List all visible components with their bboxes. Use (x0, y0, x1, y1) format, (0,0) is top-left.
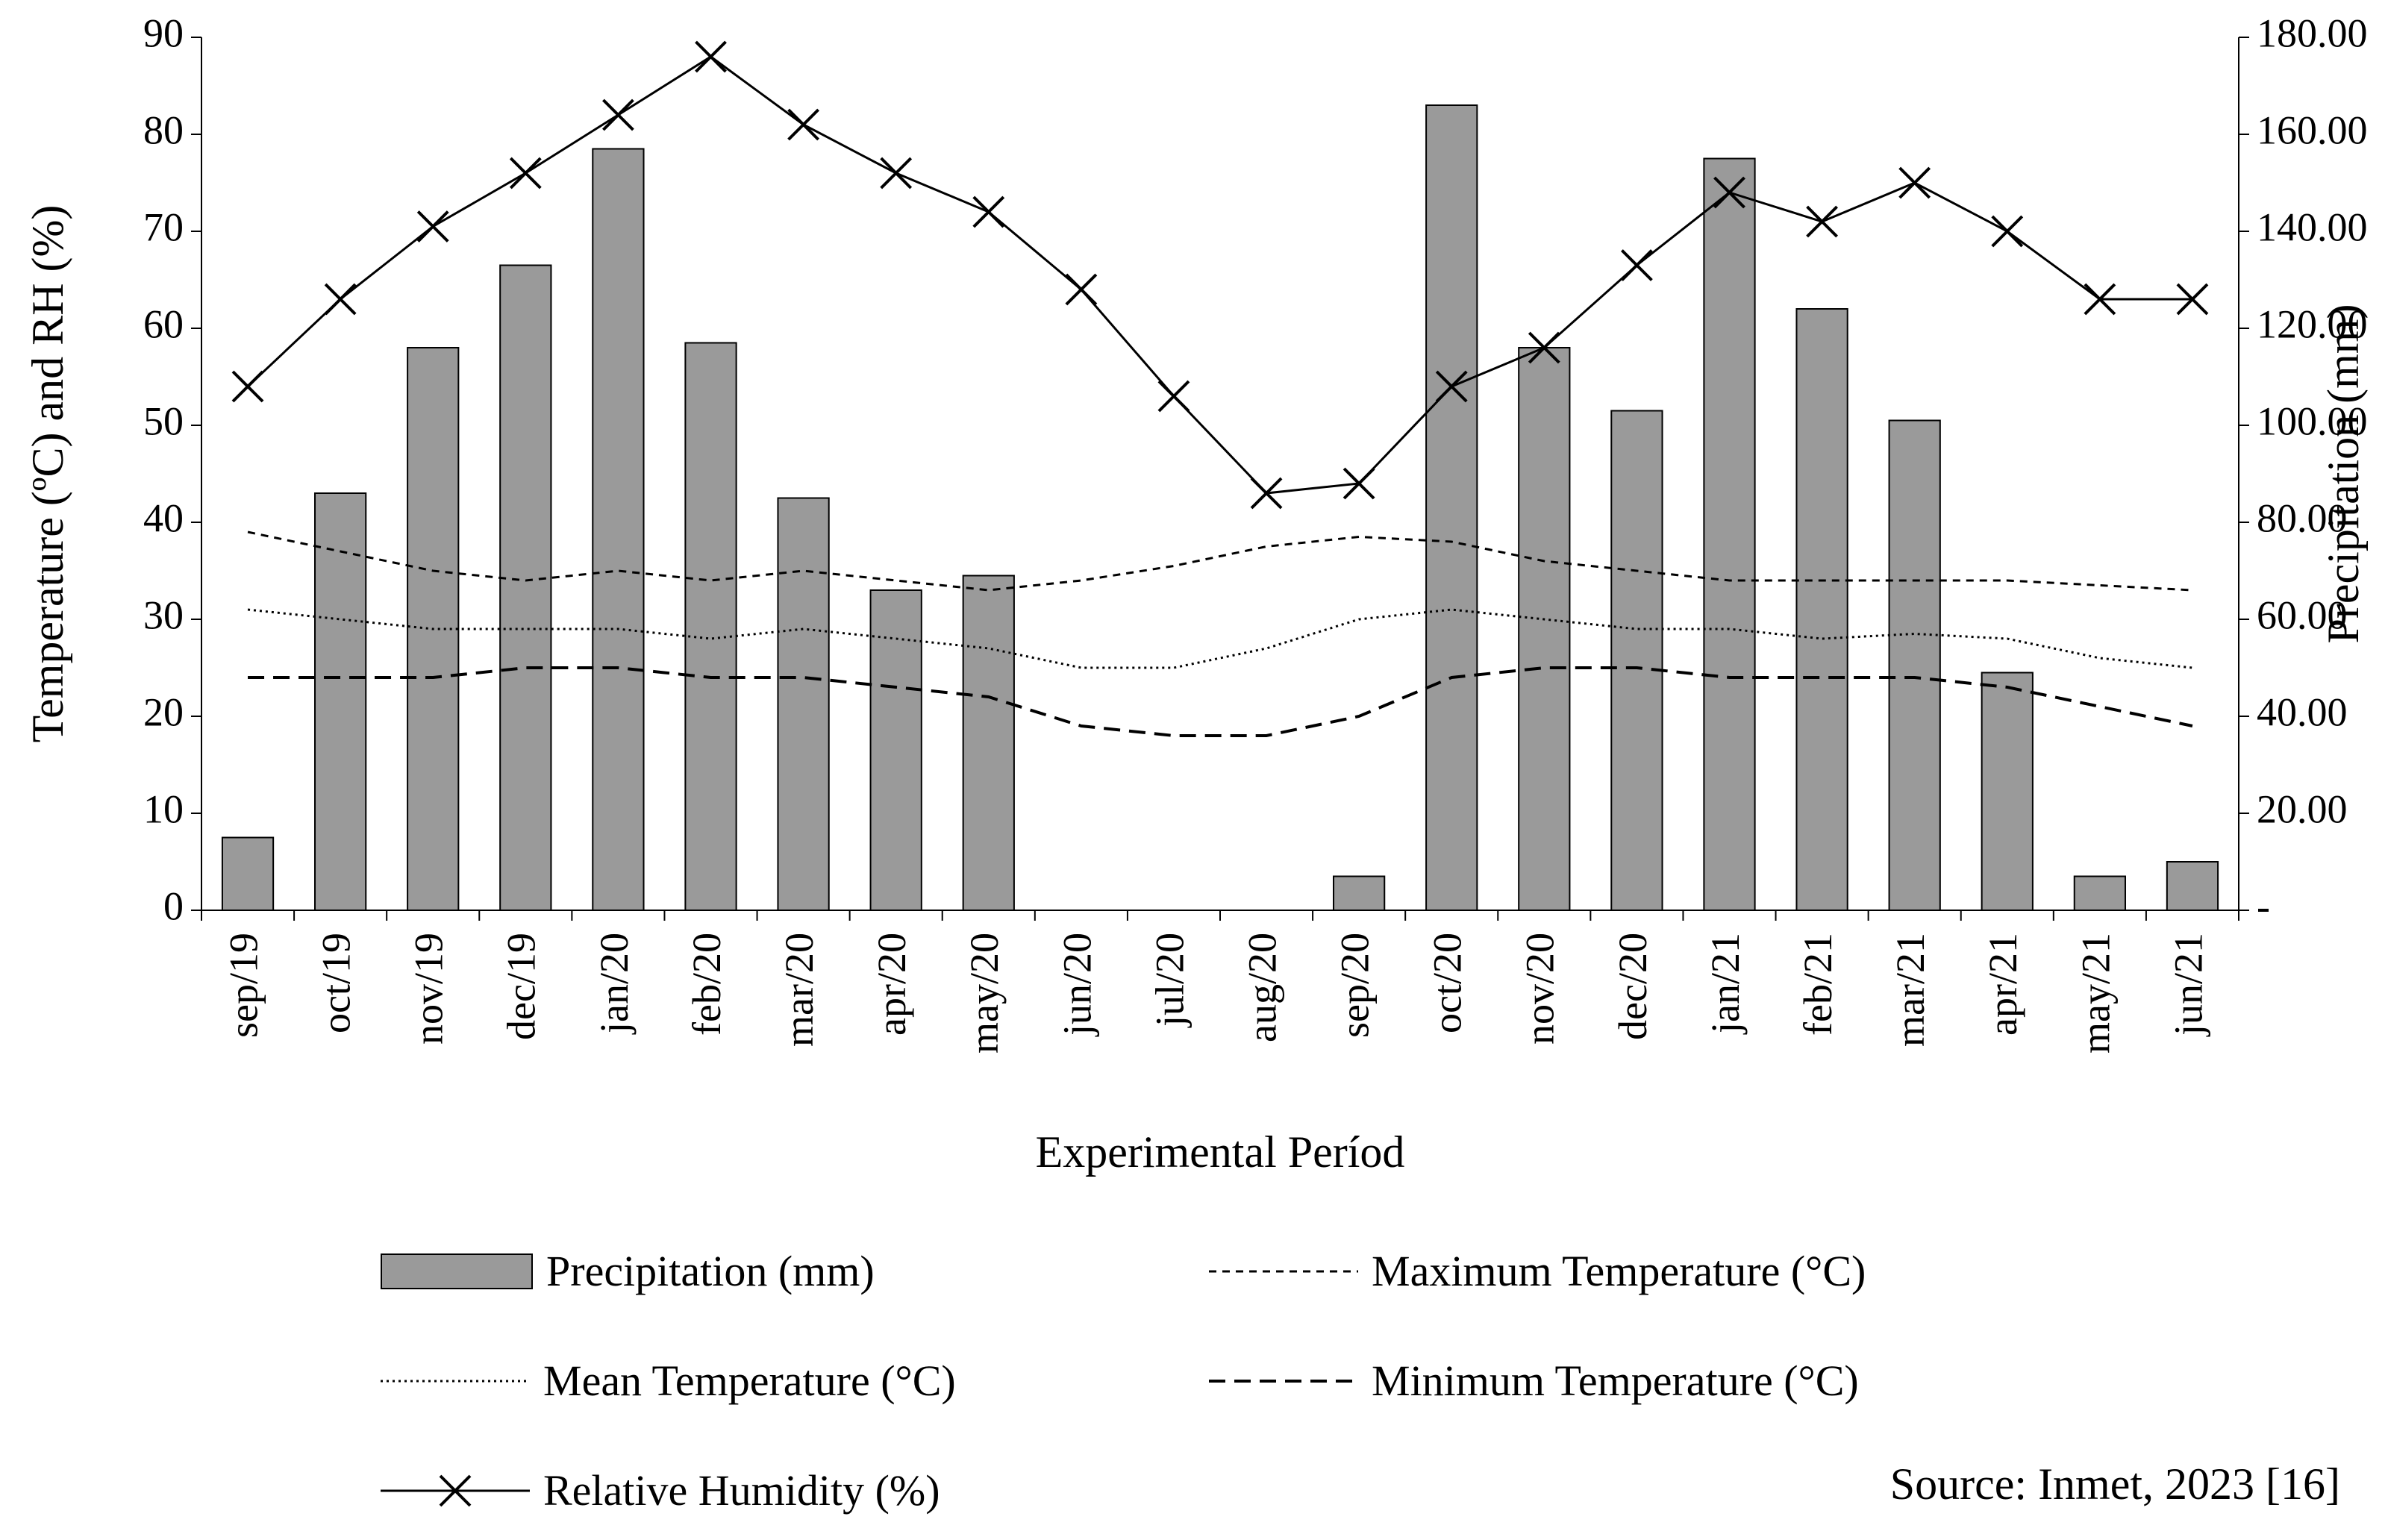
precipitation-bar (685, 343, 736, 911)
legend-label: Relative Humidity (%) (543, 1465, 940, 1515)
figure-root: 0102030405060708090-20.0040.0060.0080.00… (0, 0, 2385, 1540)
x-tick-label: feb/21 (1795, 933, 1840, 1036)
y-left-tick-label: 40 (143, 495, 184, 540)
precipitation-bar (1519, 348, 1569, 910)
y-right-tick-label: - (2257, 883, 2270, 928)
y-left-tick-label: 50 (143, 398, 184, 443)
y-left-tick-label: 20 (143, 689, 184, 734)
precipitation-bar (1889, 421, 1940, 911)
relative-humidity-marker (881, 158, 911, 188)
x-tick-label: jan/20 (592, 933, 637, 1035)
y-right-tick-label: 40.00 (2257, 689, 2348, 734)
y-right-tick-label: 140.00 (2257, 204, 2368, 249)
y-right-tick-label: 20.00 (2257, 786, 2348, 831)
relative-humidity-marker (1807, 207, 1837, 237)
legend-swatch-line (381, 1365, 530, 1397)
x-tick-label: sep/20 (1333, 933, 1378, 1038)
relative-humidity-marker (1992, 216, 2022, 246)
x-tick-label: may/20 (962, 933, 1007, 1054)
precipitation-bar (1334, 877, 1384, 911)
source-citation: Source: Inmet, 2023 [16] (1890, 1459, 2340, 1510)
x-tick-label: jun/20 (1054, 933, 1099, 1037)
relative-humidity-marker (1622, 251, 1651, 281)
x-tick-label: jan/21 (1703, 933, 1748, 1035)
relative-humidity-marker (418, 212, 448, 242)
legend-label: Minimum Temperature (°C) (1372, 1356, 1859, 1406)
y-left-tick-label: 0 (163, 883, 184, 928)
relative-humidity-marker (1066, 275, 1096, 304)
x-tick-label: dec/19 (499, 933, 544, 1040)
relative-humidity-marker (233, 372, 263, 401)
relative-humidity-marker (1900, 168, 1930, 198)
relative-humidity-marker (789, 110, 819, 140)
legend-label: Precipitation (mm) (546, 1246, 875, 1296)
y-right-tick-label: 180.00 (2257, 10, 2368, 55)
precipitation-bar (963, 576, 1014, 911)
legend-item-min-temp: Minimum Temperature (°C) (1209, 1356, 1866, 1406)
legend-item-max-temp: Maximum Temperature (°C) (1209, 1246, 1866, 1296)
x-tick-label: apr/21 (1981, 933, 2025, 1036)
y-right-tick-label: 160.00 (2257, 107, 2368, 152)
x-tick-label: mar/20 (777, 933, 822, 1047)
relative-humidity-marker (1159, 381, 1189, 411)
legend-swatch-line (381, 1474, 530, 1507)
precipitation-bar (871, 590, 922, 910)
y-left-tick-label: 10 (143, 786, 184, 831)
y-left-tick-label: 90 (143, 10, 184, 55)
x-tick-label: nov/20 (1518, 933, 1563, 1045)
precipitation-bar (500, 266, 551, 911)
x-tick-label: aug/20 (1240, 933, 1284, 1042)
x-tick-label: mar/21 (1888, 933, 1933, 1047)
precipitation-bar (2167, 862, 2218, 910)
x-tick-label: oct/19 (314, 933, 359, 1033)
legend-swatch-line (1209, 1255, 1358, 1288)
y-left-axis-title: Temperature (ºC) and RH (%) (23, 205, 72, 743)
x-axis-title: Experimental Períod (1036, 1127, 1405, 1177)
legend-item-precipitation: Precipitation (mm) (381, 1246, 956, 1296)
legend-label: Mean Temperature (°C) (543, 1356, 956, 1406)
x-tick-label: feb/20 (684, 933, 729, 1036)
chart-svg: 0102030405060708090-20.0040.0060.0080.00… (0, 0, 2385, 1540)
relative-humidity-marker (510, 158, 540, 188)
precipitation-bar (1982, 673, 2033, 911)
relative-humidity-marker (325, 284, 355, 314)
x-tick-label: sep/19 (221, 933, 266, 1038)
precipitation-bar (1796, 309, 1847, 910)
precipitation-bar (778, 498, 828, 911)
precipitation-bar (1426, 105, 1477, 910)
y-left-tick-label: 60 (143, 301, 184, 346)
relative-humidity-marker (603, 100, 633, 130)
legend-left-column: Precipitation (mm) Mean Temperature (°C)… (381, 1239, 956, 1523)
precipitation-bar (593, 149, 643, 911)
legend-item-rel-humidity: Relative Humidity (%) (381, 1465, 956, 1515)
x-tick-label: apr/20 (869, 933, 914, 1036)
precipitation-bar (222, 838, 273, 911)
relative-humidity-marker (696, 42, 726, 72)
y-left-tick-label: 70 (143, 204, 184, 249)
legend-right-column: Maximum Temperature (°C) Minimum Temperat… (1209, 1239, 1866, 1413)
y-left-tick-label: 80 (143, 107, 184, 152)
legend-label: Maximum Temperature (°C) (1372, 1246, 1866, 1296)
x-tick-label: nov/19 (407, 933, 451, 1045)
legend-swatch-line (1209, 1365, 1358, 1397)
x-tick-label: jun/21 (2166, 933, 2210, 1037)
y-left-tick-label: 30 (143, 592, 184, 637)
precipitation-bar (1704, 159, 1754, 911)
relative-humidity-marker (974, 197, 1004, 227)
x-tick-label: dec/20 (1610, 933, 1655, 1040)
precipitation-bar (1611, 411, 1662, 911)
precipitation-bar (2075, 877, 2125, 911)
legend-item-mean-temp: Mean Temperature (°C) (381, 1356, 956, 1406)
x-tick-label: may/21 (2073, 933, 2118, 1054)
y-right-axis-title: Precipitation (mm) (2319, 304, 2368, 644)
x-tick-label: oct/20 (1425, 933, 1470, 1033)
x-tick-label: jul/20 (1147, 933, 1192, 1028)
legend-swatch-bar (381, 1253, 533, 1289)
